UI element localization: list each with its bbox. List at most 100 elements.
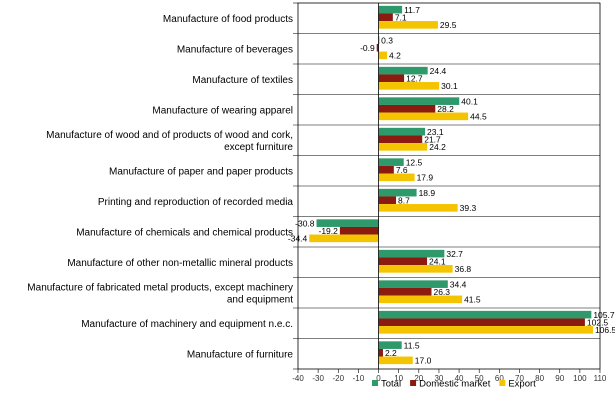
bar-export: [378, 173, 415, 182]
bar-total: [378, 249, 445, 258]
bar-total: [378, 127, 426, 136]
data-label: 32.7: [446, 249, 463, 259]
data-label: 7.6: [396, 165, 408, 175]
bar-domestic-market: [378, 74, 405, 83]
data-label: 12.7: [406, 74, 423, 84]
data-label: 21.7: [424, 135, 441, 145]
x-tick-label: 100: [573, 374, 587, 383]
x-tick-label: 50: [475, 374, 484, 383]
data-label: 105.7: [593, 310, 615, 320]
bar-export: [378, 143, 428, 151]
data-label: 0.3: [381, 35, 393, 45]
data-label: 39.3: [460, 203, 477, 213]
data-label: 11.5: [404, 340, 420, 350]
bar-export: [378, 51, 387, 60]
legend-swatch: [372, 380, 378, 386]
bar-export: [378, 204, 458, 212]
bar-total: [378, 341, 402, 349]
x-tick-label: 30: [434, 374, 443, 383]
data-label: 18.9: [419, 188, 436, 198]
legend-label: Domestic market: [419, 379, 491, 390]
x-tick-label: -20: [332, 374, 344, 383]
bar-domestic-market: [378, 318, 585, 327]
category-label: except furniture: [224, 142, 293, 153]
data-label: -19.2: [319, 226, 339, 236]
data-label: 29.5: [440, 20, 457, 30]
category-label: and equipment: [227, 294, 293, 305]
category-label: Printing and reproduction of recorded me…: [98, 197, 294, 208]
data-label: 102.5: [587, 318, 609, 328]
data-label: 28.2: [437, 104, 454, 114]
legend-swatch: [410, 380, 417, 386]
category-label: Manufacture of paper and paper products: [109, 166, 293, 177]
bar-export: [378, 265, 453, 273]
category-label: Manufacture of wearing apparel: [152, 105, 293, 116]
data-label: 106.5: [595, 325, 615, 335]
bar-export: [309, 234, 379, 243]
x-tick-label: 10: [394, 374, 403, 383]
data-label: 36.8: [455, 264, 472, 274]
legend-label: Export: [508, 379, 536, 390]
data-label: 34.4: [450, 279, 467, 289]
x-tick-label: 70: [515, 374, 524, 383]
bar-domestic-market: [378, 196, 397, 205]
bar-total: [378, 158, 404, 166]
bar-domestic-market: [378, 348, 383, 357]
data-label: 23.1: [427, 127, 444, 137]
data-label: 17.9: [417, 173, 434, 183]
data-label: -34.4: [288, 234, 308, 244]
data-label: 12.5: [406, 157, 423, 167]
data-label: 8.7: [398, 196, 410, 206]
bar-export: [378, 21, 438, 29]
data-label: 44.5: [470, 112, 487, 122]
x-tick-label: -10: [353, 374, 365, 383]
legend-swatch: [499, 380, 506, 386]
category-label: Manufacture of furniture: [187, 349, 294, 360]
bar-total: [378, 188, 417, 197]
bar-total: [378, 310, 592, 319]
x-tick-label: 20: [414, 374, 423, 383]
bar-total: [378, 5, 403, 14]
category-label: Manufacture of machinery and equipment n…: [81, 319, 293, 330]
bar-domestic-market: [378, 287, 432, 296]
bar-total: [316, 219, 379, 227]
x-tick-label: -30: [312, 374, 324, 383]
bar-export: [378, 112, 469, 121]
bar-domestic-market: [378, 257, 428, 266]
data-label: 17.0: [415, 356, 432, 366]
bar-total: [378, 280, 448, 288]
bar-export: [378, 82, 440, 90]
bar-export: [378, 295, 463, 304]
x-tick-label: 60: [495, 374, 504, 383]
data-label: 7.1: [395, 13, 407, 23]
category-label: Manufacture of other non-metallic minera…: [67, 258, 293, 269]
x-tick-label: 80: [535, 374, 544, 383]
x-tick-label: 40: [455, 374, 464, 383]
bar-domestic-market: [376, 43, 379, 52]
category-label: Manufacture of wood and of products of w…: [46, 130, 293, 141]
data-label: 24.2: [429, 142, 446, 152]
x-tick-label: 0: [376, 374, 381, 383]
x-tick-label: 90: [555, 374, 564, 383]
data-label: -0.9: [360, 43, 375, 53]
bar-total: [378, 66, 428, 75]
bar-export: [378, 356, 413, 365]
bar-domestic-market: [378, 13, 393, 22]
bar-domestic-market: [339, 226, 379, 235]
data-label: 24.4: [430, 66, 447, 76]
bar-export: [378, 326, 593, 334]
bar-domestic-market: [378, 135, 423, 144]
data-label: 40.1: [461, 96, 478, 106]
bar-domestic-market: [378, 165, 394, 174]
data-label: 4.2: [389, 51, 401, 61]
data-label: 2.2: [385, 348, 397, 358]
category-label: Manufacture of beverages: [177, 44, 293, 55]
data-label: -30.8: [295, 218, 315, 228]
data-label: 41.5: [464, 295, 481, 305]
category-label: Manufacture of fabricated metal products…: [27, 282, 293, 293]
legend-label: Total: [381, 379, 401, 390]
category-label: Manufacture of textiles: [192, 75, 293, 86]
category-label: Manufacture of chemicals and chemical pr…: [76, 227, 293, 238]
